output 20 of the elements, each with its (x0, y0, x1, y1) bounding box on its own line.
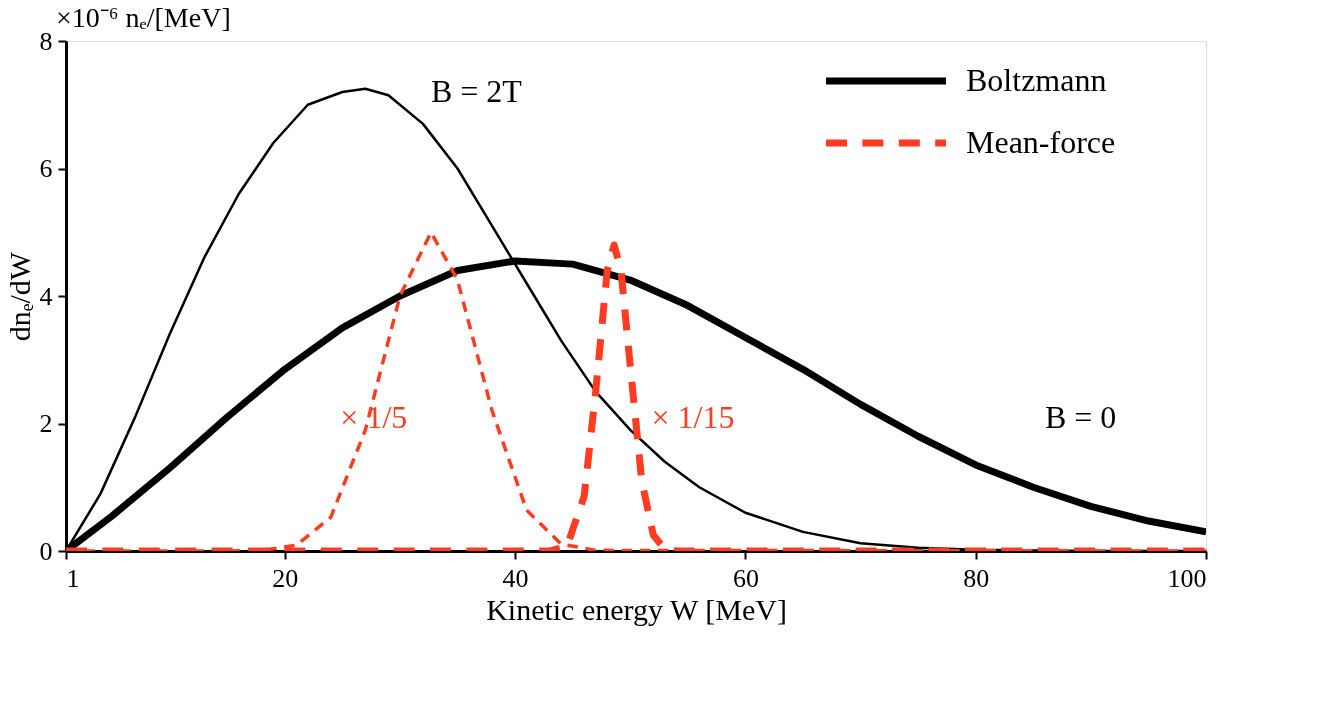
annotation: × 1/5 (340, 399, 408, 436)
legend-label: Mean-force (966, 124, 1116, 160)
y-tick-label: 8 (39, 26, 53, 56)
text: ×10⁻⁶ nₑ/[MeV] (56, 2, 231, 33)
annotation: B = 0 (1044, 399, 1117, 436)
x-axis-title: Kinetic energy W [MeV] (486, 592, 787, 626)
y-tick-label: 2 (39, 409, 53, 438)
y-tick-label: 6 (39, 154, 53, 183)
x-tick-label: 100 (1167, 563, 1207, 593)
y-axis-title: dnₑ/dW (2, 251, 36, 342)
x-tick-label: 20 (272, 563, 299, 593)
x-tick-label: 40 (502, 563, 529, 593)
annotation: B = 2T (430, 73, 523, 109)
annotation: × 1/15 (651, 399, 735, 436)
legend-label: Boltzmann (966, 62, 1107, 98)
x-tick-label: 1 (66, 563, 80, 593)
x-tick-label: 80 (963, 563, 990, 593)
y-tick-label: 4 (39, 281, 53, 311)
y-tick-label: 0 (39, 536, 53, 566)
x-tick-label: 60 (732, 563, 759, 593)
